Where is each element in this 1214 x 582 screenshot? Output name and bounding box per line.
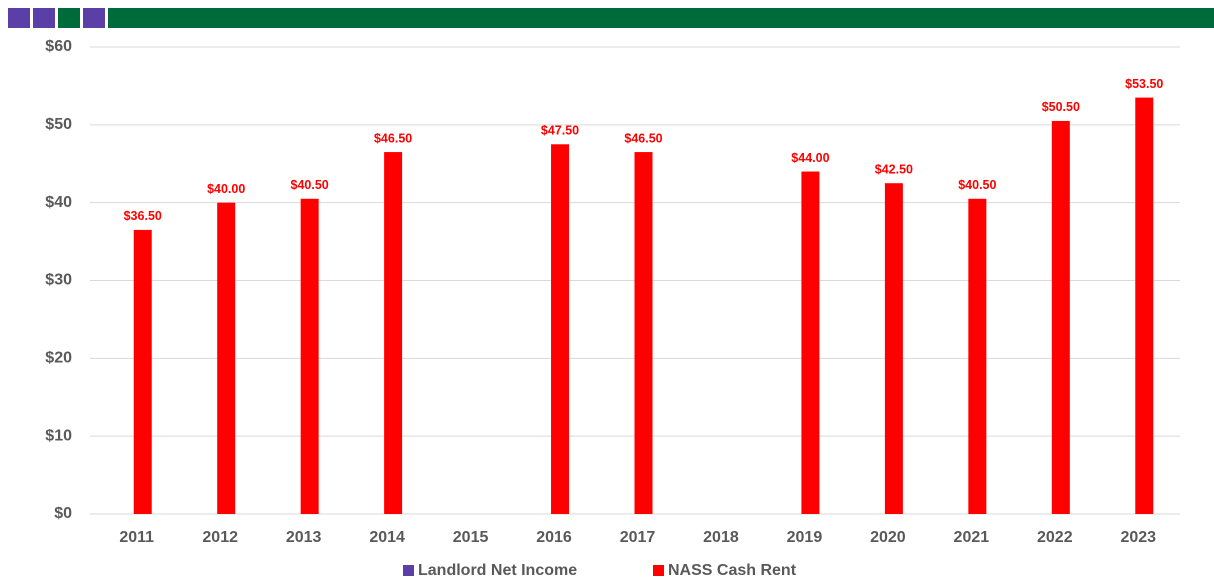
bar xyxy=(384,152,403,514)
bar xyxy=(300,198,319,514)
y-tick-label: $40 xyxy=(45,194,72,211)
bar xyxy=(1051,120,1070,515)
y-tick-label: $0 xyxy=(54,505,72,522)
data-label: $44.00 xyxy=(791,151,829,165)
data-label: $50.50 xyxy=(1042,100,1080,114)
x-tick-label: 2018 xyxy=(703,529,739,546)
data-label: $36.50 xyxy=(124,209,162,223)
legend-swatch xyxy=(653,565,664,576)
legend-label: Landlord Net Income xyxy=(418,562,577,579)
x-tick-label: 2019 xyxy=(787,529,823,546)
data-label: $47.50 xyxy=(541,124,579,138)
data-label: $42.50 xyxy=(875,163,913,177)
x-tick-label: 2020 xyxy=(870,529,906,546)
data-label: $53.50 xyxy=(1125,77,1163,91)
bar xyxy=(801,171,820,515)
bar xyxy=(968,198,987,514)
y-tick-label: $60 xyxy=(45,38,72,55)
header-square xyxy=(33,8,55,28)
data-label: $40.50 xyxy=(291,178,329,192)
data-label: $40.50 xyxy=(958,178,996,192)
y-tick-label: $20 xyxy=(45,350,72,367)
bar xyxy=(634,152,653,514)
x-tick-label: 2023 xyxy=(1120,529,1156,546)
x-tick-label: 2017 xyxy=(620,529,656,546)
y-tick-label: $10 xyxy=(45,427,72,444)
data-label: $46.50 xyxy=(374,131,412,145)
bar xyxy=(217,202,236,514)
x-tick-label: 2015 xyxy=(453,529,489,546)
x-tick-label: 2021 xyxy=(954,529,990,546)
x-tick-label: 2013 xyxy=(286,529,322,546)
bar xyxy=(133,229,152,515)
bar xyxy=(884,183,903,515)
legend-label: NASS Cash Rent xyxy=(668,562,797,579)
legend-swatch xyxy=(403,565,414,576)
data-label: $46.50 xyxy=(624,131,662,145)
header-bar xyxy=(108,8,1214,28)
data-label: $40.00 xyxy=(207,182,245,196)
bar xyxy=(551,144,570,514)
x-tick-label: 2011 xyxy=(119,529,154,546)
y-tick-label: $50 xyxy=(45,116,72,133)
x-tick-label: 2016 xyxy=(536,529,572,546)
header-square xyxy=(83,8,105,28)
bar xyxy=(1135,97,1154,514)
x-tick-label: 2022 xyxy=(1037,529,1073,546)
header-square xyxy=(8,8,30,28)
y-tick-label: $30 xyxy=(45,272,72,289)
x-tick-label: 2012 xyxy=(202,529,238,546)
x-tick-label: 2014 xyxy=(369,529,405,546)
header-square xyxy=(58,8,80,28)
